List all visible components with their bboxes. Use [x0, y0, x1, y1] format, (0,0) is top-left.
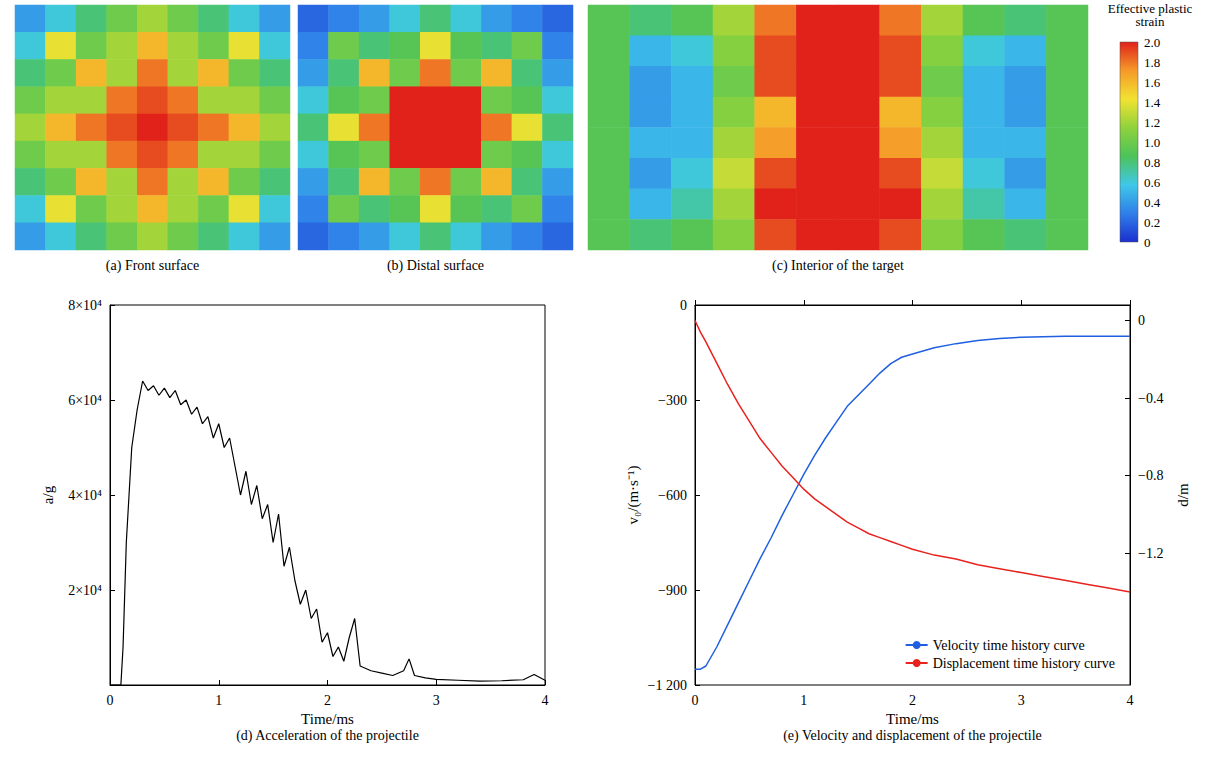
svg-text:Time/ms: Time/ms	[301, 711, 354, 727]
svg-text:1.4: 1.4	[1144, 95, 1161, 110]
svg-text:−0.4: −0.4	[1138, 391, 1163, 406]
svg-text:1: 1	[215, 693, 222, 708]
svg-text:2: 2	[909, 693, 916, 708]
svg-text:(e) Velocity and displacement: (e) Velocity and displacement of the pro…	[783, 728, 1042, 744]
svg-text:0.4: 0.4	[1144, 195, 1161, 210]
svg-text:0: 0	[692, 693, 699, 708]
svg-text:−1.2: −1.2	[1138, 546, 1163, 561]
svg-text:0: 0	[680, 298, 687, 313]
svg-text:(a) Front surface: (a) Front surface	[106, 258, 199, 274]
svg-text:0: 0	[1138, 313, 1145, 328]
svg-text:(c) Interior of the target: (c) Interior of the target	[772, 258, 904, 274]
svg-text:2.0: 2.0	[1144, 35, 1160, 50]
svg-text:0: 0	[107, 693, 114, 708]
svg-text:strain: strain	[1136, 14, 1165, 29]
svg-text:4: 4	[1127, 693, 1134, 708]
svg-text:1.0: 1.0	[1144, 135, 1160, 150]
svg-text:−300: −300	[658, 393, 687, 408]
svg-text:3: 3	[433, 693, 440, 708]
svg-text:0: 0	[1144, 235, 1151, 250]
svg-text:0.6: 0.6	[1144, 175, 1161, 190]
svg-text:Effective plastic: Effective plastic	[1107, 1, 1193, 16]
svg-text:(d) Acceleration of the projec: (d) Acceleration of the projectile	[236, 728, 419, 744]
svg-text:4: 4	[542, 693, 549, 708]
svg-text:2: 2	[324, 693, 331, 708]
svg-text:a/g: a/g	[40, 485, 56, 504]
svg-text:4×10⁴: 4×10⁴	[68, 488, 102, 503]
svg-text:1.8: 1.8	[1144, 55, 1160, 70]
svg-text:1.6: 1.6	[1144, 75, 1161, 90]
svg-text:Time/ms: Time/ms	[886, 711, 939, 727]
svg-text:−900: −900	[658, 583, 687, 598]
svg-text:−0.8: −0.8	[1138, 468, 1163, 483]
svg-text:3: 3	[1018, 693, 1025, 708]
svg-text:Displacement time history curv: Displacement time history curve	[933, 656, 1115, 671]
svg-text:2×10⁴: 2×10⁴	[68, 583, 102, 598]
svg-text:1: 1	[800, 693, 807, 708]
svg-text:d/m: d/m	[1175, 483, 1191, 507]
svg-text:0.8: 0.8	[1144, 155, 1160, 170]
svg-text:−1 200: −1 200	[648, 678, 687, 693]
svg-text:−600: −600	[658, 488, 687, 503]
svg-text:6×10⁴: 6×10⁴	[68, 393, 102, 408]
svg-text:(b) Distal surface: (b) Distal surface	[387, 258, 484, 274]
svg-text:v₀/(m·s⁻¹): v₀/(m·s⁻¹)	[625, 466, 642, 525]
svg-text:1.2: 1.2	[1144, 115, 1160, 130]
svg-text:Velocity time history curve: Velocity time history curve	[933, 638, 1085, 653]
svg-text:0.2: 0.2	[1144, 215, 1160, 230]
svg-text:8×10⁴: 8×10⁴	[68, 298, 102, 313]
